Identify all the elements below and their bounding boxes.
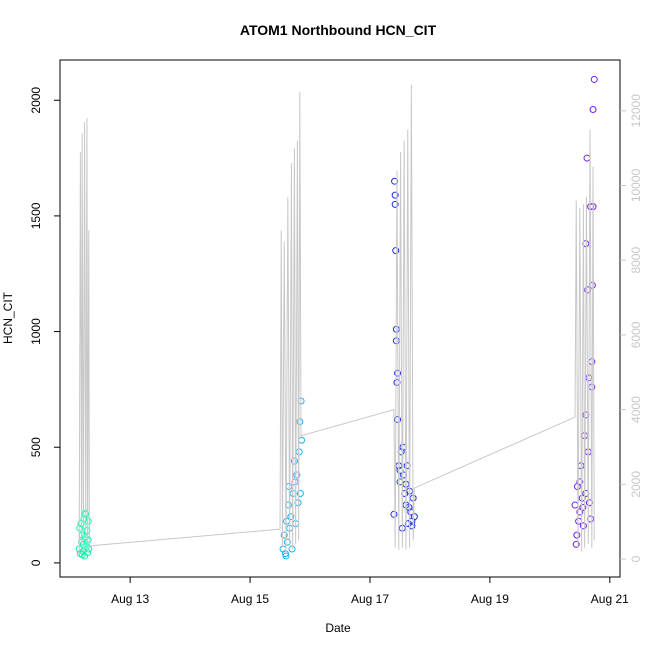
y-tick-label: 500 [29, 437, 43, 457]
point [579, 522, 587, 530]
plot-box [59, 59, 621, 578]
x-axis-label: Date [325, 621, 351, 635]
point [572, 540, 580, 548]
point [287, 513, 295, 521]
y-tick-label: 2000 [29, 87, 43, 114]
y-tick-label: 1000 [29, 318, 43, 345]
y2-tick-label: 4000 [629, 396, 643, 423]
point [391, 177, 399, 185]
y2-tick-label: 12000 [629, 94, 643, 128]
point [85, 545, 93, 553]
point [78, 551, 86, 559]
y-axis-label: HCN_CIT [1, 291, 15, 344]
point [83, 527, 91, 535]
y2-tick-label: 6000 [629, 321, 643, 348]
point [576, 478, 584, 486]
point [79, 547, 87, 555]
point [288, 545, 296, 553]
point [293, 471, 301, 479]
point [391, 191, 399, 199]
line [78, 84, 595, 554]
x-tick-label: Aug 13 [111, 592, 149, 606]
x-tick-label: Aug 17 [351, 592, 389, 606]
y-tick-label: 1500 [29, 202, 43, 229]
y2-tick-label: 0 [629, 555, 643, 562]
point [391, 200, 399, 208]
x-tick-label: Aug 21 [591, 592, 629, 606]
point [282, 552, 290, 560]
point [296, 418, 304, 426]
chart-title: ATOM1 Northbound HCN_CIT [240, 22, 437, 38]
point [589, 106, 597, 114]
point [290, 457, 298, 465]
x-tick-label: Aug 19 [471, 592, 509, 606]
point [390, 510, 398, 518]
point [579, 503, 587, 511]
y2-tick-label: 2000 [629, 471, 643, 498]
point [76, 524, 84, 532]
point [283, 538, 291, 546]
point [280, 531, 288, 539]
point [296, 489, 304, 497]
y2-tick-label: 10000 [629, 168, 643, 202]
point [84, 536, 92, 544]
point [590, 75, 598, 83]
y2-tick-label: 8000 [629, 247, 643, 274]
point [392, 247, 400, 255]
point [573, 531, 581, 539]
y-tick-label: 0 [29, 559, 43, 566]
point [408, 522, 416, 530]
point [394, 415, 402, 423]
point [410, 513, 418, 521]
x-tick-label: Aug 15 [231, 592, 269, 606]
